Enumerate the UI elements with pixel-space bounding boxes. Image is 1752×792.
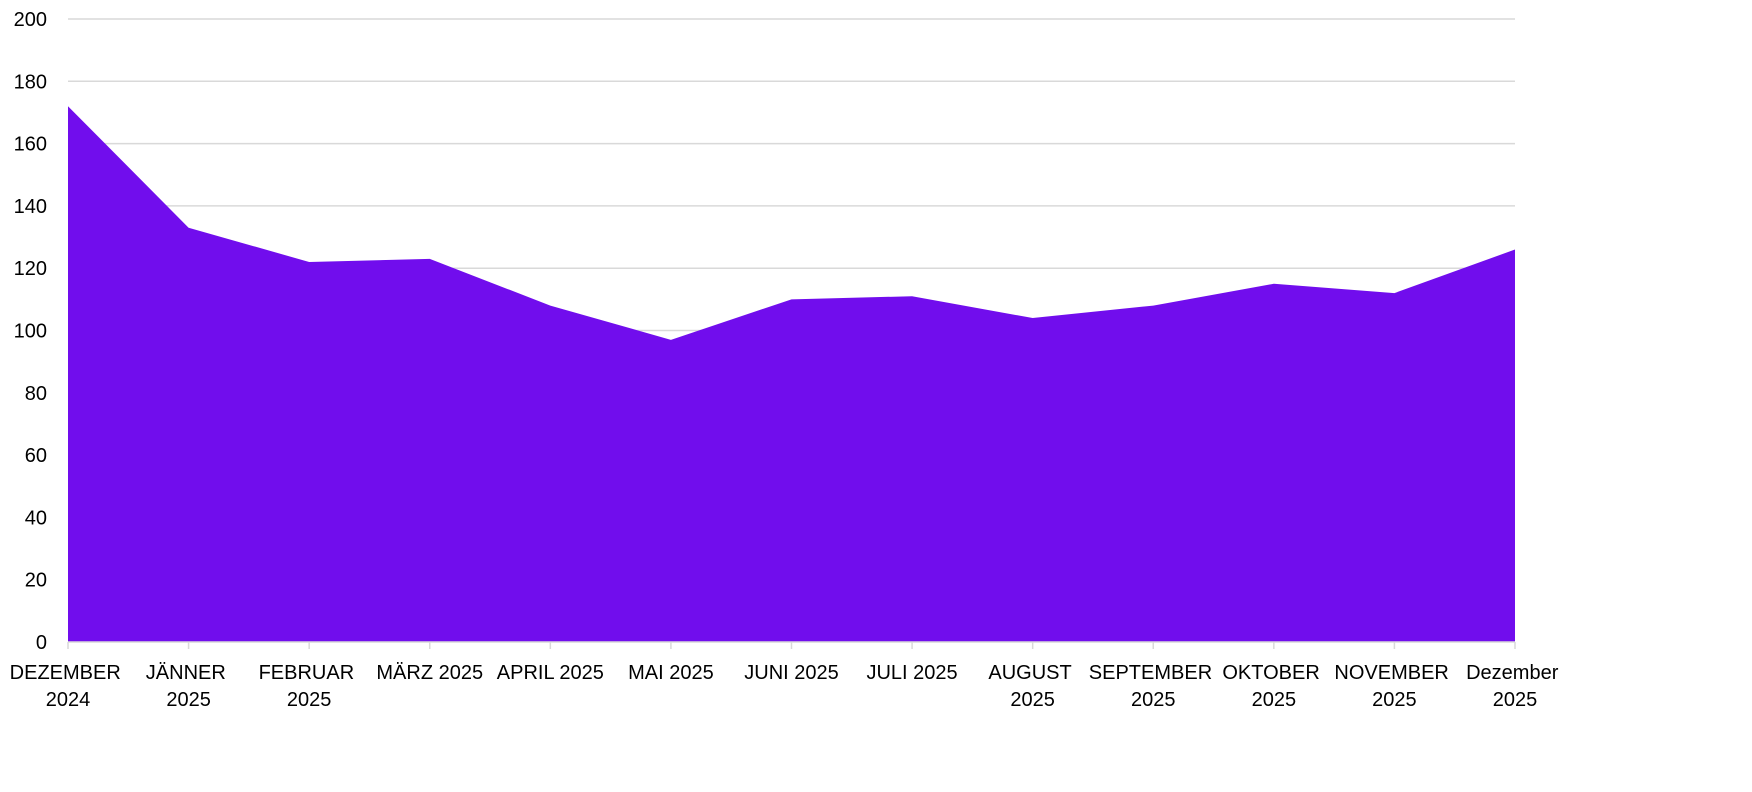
y-tick-label: 40 <box>25 507 47 529</box>
x-tick-label: FEBRUAR 2025 <box>259 662 360 711</box>
x-tick-label: MAI 2025 <box>628 662 714 684</box>
y-tick-label: 200 <box>14 9 47 31</box>
x-tick-label: NOVEMBER 2025 <box>1334 662 1454 711</box>
x-tick-label: Dezember 2025 <box>1466 662 1564 711</box>
x-tick-label: MÄRZ 2025 <box>376 662 483 684</box>
x-tick-label: APRIL 2025 <box>497 662 604 684</box>
x-tick-label: JUNI 2025 <box>744 662 839 684</box>
y-tick-label: 140 <box>14 196 47 218</box>
x-tick-label: DEZEMBER 2024 <box>10 662 127 711</box>
y-tick-label: 100 <box>14 321 47 343</box>
x-tick-label: JÄNNER 2025 <box>146 662 232 711</box>
y-tick-label: 20 <box>25 570 47 592</box>
area <box>68 106 1515 643</box>
y-tick-label: 0 <box>36 632 47 654</box>
x-tick-label: OKTOBER 2025 <box>1222 662 1325 711</box>
x-tick-label: AUGUST 2025 <box>988 662 1077 711</box>
y-tick-label: 80 <box>25 383 47 405</box>
y-tick-label: 60 <box>25 445 47 467</box>
x-tick-label: SEPTEMBER 2025 <box>1089 662 1218 711</box>
y-tick-label: 120 <box>14 258 47 280</box>
y-tick-label: 180 <box>14 71 47 93</box>
y-tick-label: 160 <box>14 134 47 156</box>
x-tick-label: JULI 2025 <box>866 662 957 684</box>
